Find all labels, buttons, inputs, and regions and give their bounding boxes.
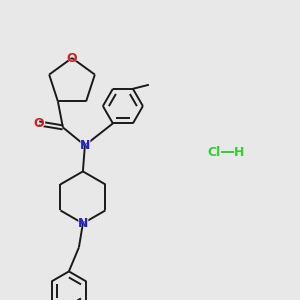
- Text: N: N: [78, 217, 88, 230]
- Text: H: H: [234, 146, 244, 158]
- Text: O: O: [65, 50, 79, 65]
- Text: N: N: [79, 138, 91, 153]
- Text: N: N: [76, 216, 89, 231]
- Text: Cl: Cl: [207, 146, 220, 158]
- Text: O: O: [32, 116, 45, 131]
- Text: O: O: [34, 117, 44, 130]
- Text: O: O: [67, 52, 77, 64]
- Text: N: N: [80, 139, 90, 152]
